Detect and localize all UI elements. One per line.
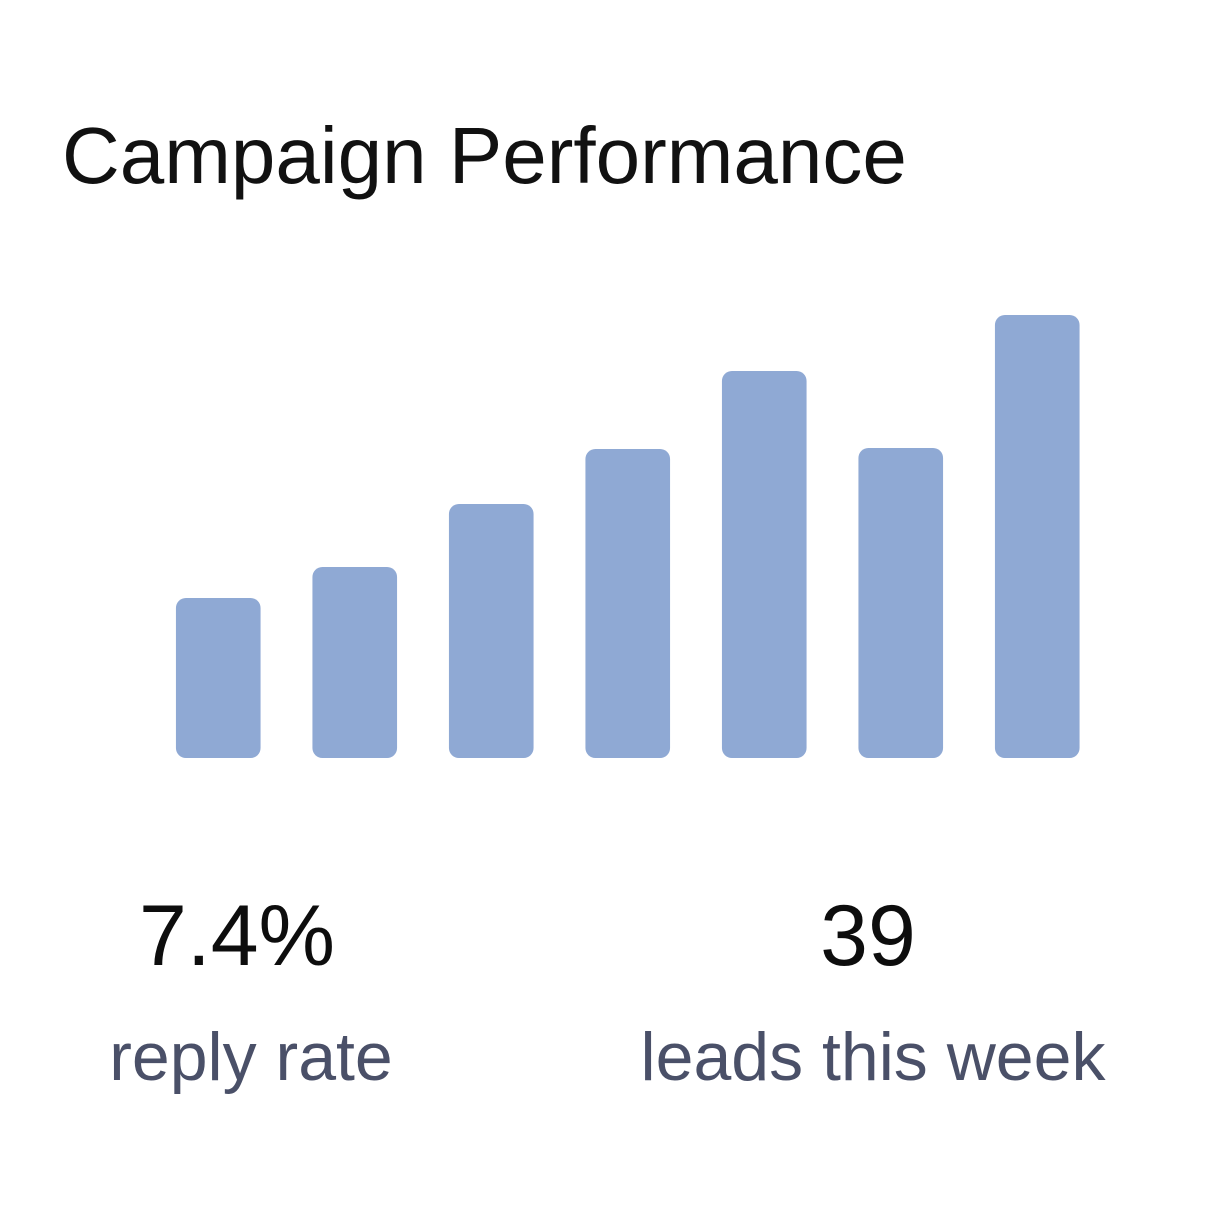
stat-label: reply rate — [109, 1019, 392, 1095]
bar — [721, 371, 807, 758]
bar — [175, 598, 261, 758]
bar — [448, 504, 534, 758]
stat-value: 7.4% — [139, 888, 335, 984]
bar — [585, 449, 671, 758]
stat-value: 39 — [820, 888, 916, 984]
chart-title: Campaign Performance — [62, 111, 907, 200]
bar — [312, 567, 398, 758]
bar — [994, 315, 1080, 758]
bar — [858, 448, 944, 758]
stat-label: leads this week — [641, 1019, 1107, 1095]
